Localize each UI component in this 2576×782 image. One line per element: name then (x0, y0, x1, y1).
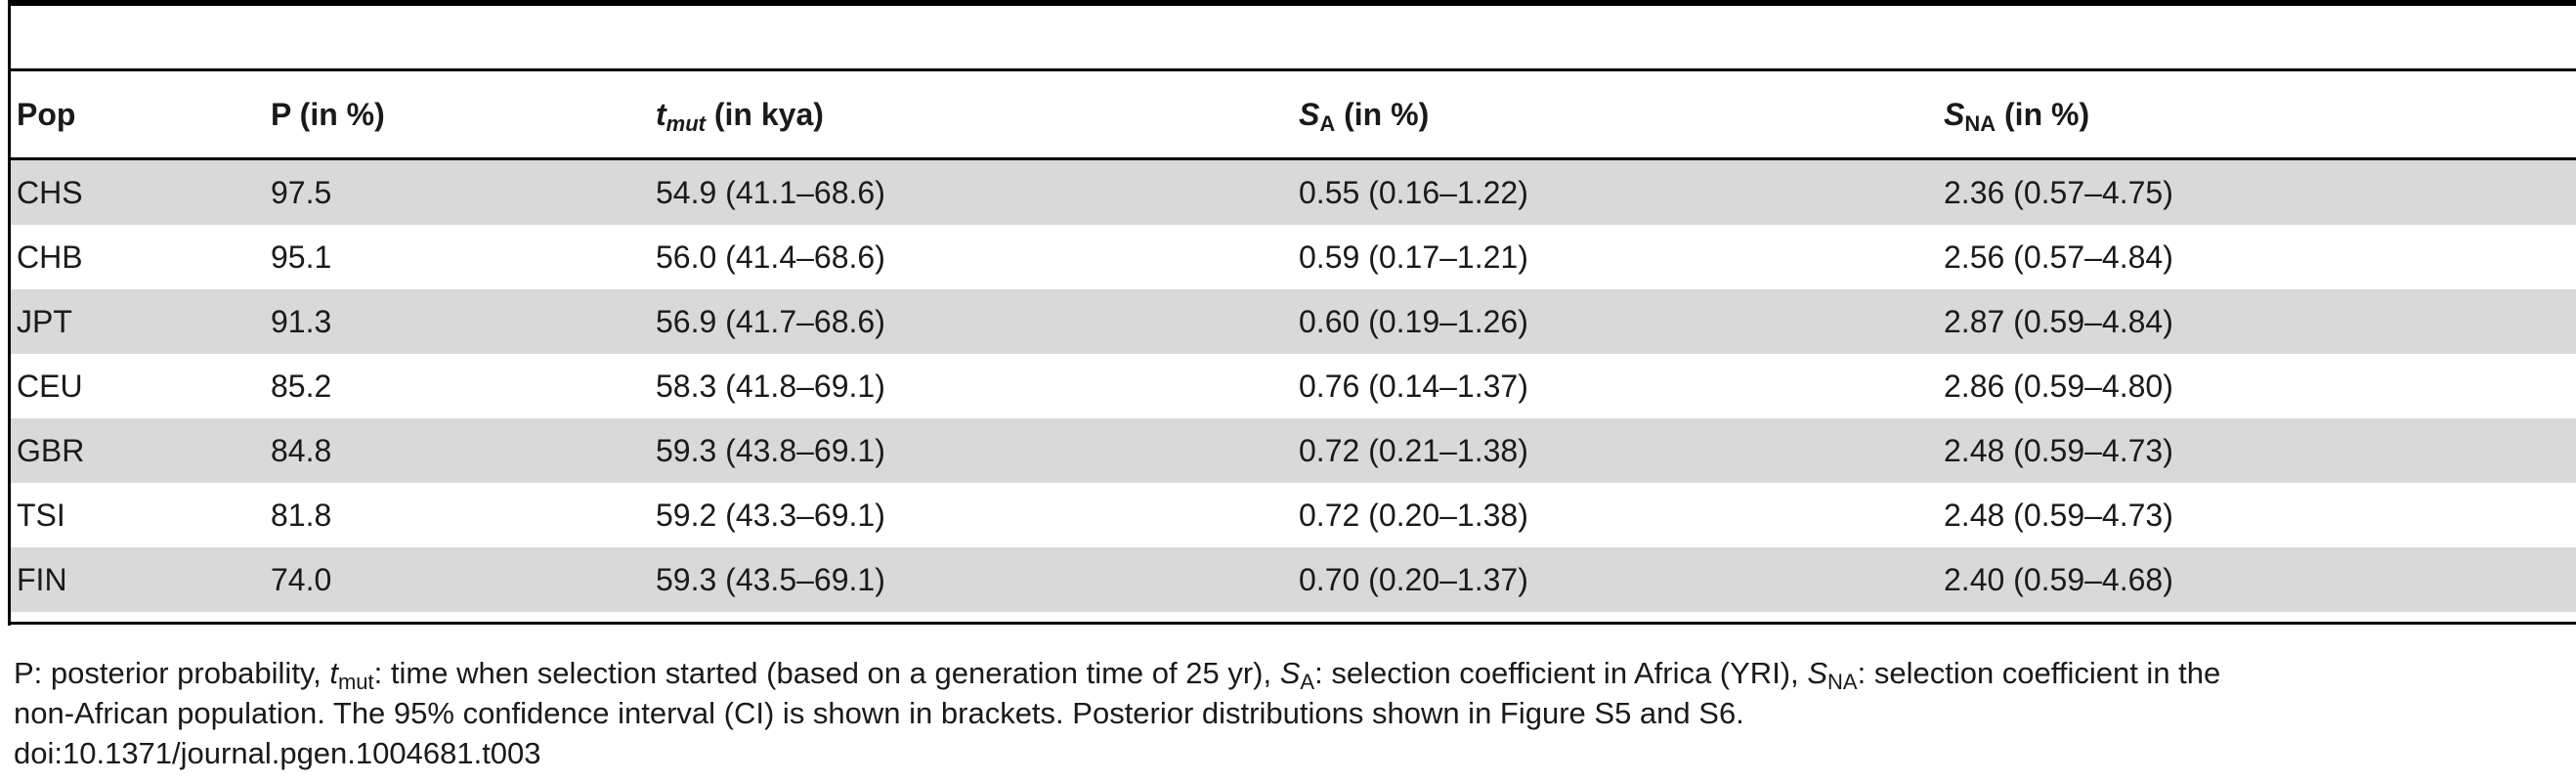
cell-sa: 0.72 (0.21–1.38) (1299, 433, 1528, 468)
footnote-sna-symbol: S (1807, 656, 1828, 690)
cell-sna: 2.56 (0.57–4.84) (1944, 239, 2173, 275)
cell-sna: 2.48 (0.59–4.73) (1944, 498, 2173, 533)
header-top-rule (8, 68, 2576, 71)
cell-pop: CHB (17, 239, 83, 275)
footnote-line-2: non-African population. The 95% confiden… (14, 696, 1744, 730)
header-sna-sub: NA (1964, 111, 1996, 136)
footnote-text: : time when selection started (based on … (373, 656, 1280, 690)
cell-tmut: 56.0 (41.4–68.6) (656, 239, 885, 275)
footnote-sa-symbol: S (1279, 656, 1301, 690)
cell-p: 81.8 (271, 498, 332, 533)
cell-sna: 2.87 (0.59–4.84) (1944, 304, 2173, 339)
cell-sna: 2.36 (0.57–4.75) (1944, 175, 2173, 210)
table-row: CHB 95.1 56.0 (41.4–68.6) 0.59 (0.17–1.2… (11, 225, 2576, 289)
header-sna-symbol: S (1944, 97, 1965, 132)
header-tmut-symbol: t (656, 97, 666, 132)
cell-pop: TSI (17, 498, 65, 533)
table-header-row: Pop P (in %) tmut (in kya) SA (in %) SNA… (11, 71, 2576, 159)
cell-p: 84.8 (271, 433, 332, 468)
cell-pop: GBR (17, 433, 85, 468)
cell-sa: 0.60 (0.19–1.26) (1299, 304, 1528, 339)
cell-pop: FIN (17, 562, 67, 597)
footnote-tmut-sub: mut (337, 670, 374, 694)
footnote-text: P: posterior probability, (14, 656, 330, 690)
table-row: JPT 91.3 56.9 (41.7–68.6) 0.60 (0.19–1.2… (11, 289, 2576, 354)
header-sa-unit: (in %) (1335, 97, 1430, 132)
cell-sa: 0.76 (0.14–1.37) (1299, 369, 1528, 404)
table-row: CEU 85.2 58.3 (41.8–69.1) 0.76 (0.14–1.3… (11, 354, 2576, 418)
header-tmut-sub: mut (665, 111, 706, 136)
table-row: GBR 84.8 59.3 (43.8–69.1) 0.72 (0.21–1.3… (11, 418, 2576, 483)
footnote-doi: doi:10.1371/journal.pgen.1004681.t003 (14, 736, 541, 770)
header-tmut: tmut (in kya) (656, 95, 824, 136)
footnote-sa-sub: A (1300, 670, 1315, 694)
header-sa-sub: A (1319, 111, 1336, 136)
cell-tmut: 59.3 (43.5–69.1) (656, 562, 885, 597)
table-footnote: P: posterior probability, tmut: time whe… (14, 653, 2570, 773)
table-bottom-rule (8, 622, 2576, 625)
header-sa-symbol: S (1299, 97, 1320, 132)
header-tmut-unit: (in kya) (705, 97, 824, 132)
cell-sna: 2.40 (0.59–4.68) (1944, 562, 2173, 597)
cell-tmut: 54.9 (41.1–68.6) (656, 175, 885, 210)
cell-pop: JPT (17, 304, 72, 339)
table-left-rule (8, 0, 11, 626)
cell-sa: 0.59 (0.17–1.21) (1299, 239, 1528, 275)
footnote-text: : selection coefficient in Africa (YRI), (1314, 656, 1808, 690)
header-sa: SA (in %) (1299, 95, 1430, 136)
table-body: CHS 97.5 54.9 (41.1–68.6) 0.55 (0.16–1.2… (11, 160, 2576, 612)
cell-tmut: 58.3 (41.8–69.1) (656, 369, 885, 404)
cell-sa: 0.70 (0.20–1.37) (1299, 562, 1528, 597)
header-bottom-rule (8, 157, 2576, 160)
cell-p: 74.0 (271, 562, 332, 597)
cell-p: 97.5 (271, 175, 332, 210)
cell-pop: CEU (17, 369, 83, 404)
header-sna-unit: (in %) (1996, 97, 2090, 132)
cell-sna: 2.48 (0.59–4.73) (1944, 433, 2173, 468)
cell-sa: 0.55 (0.16–1.22) (1299, 175, 1528, 210)
cell-tmut: 56.9 (41.7–68.6) (656, 304, 885, 339)
table-row: FIN 74.0 59.3 (43.5–69.1) 0.70 (0.20–1.3… (11, 547, 2576, 612)
table-top-rule (8, 0, 2576, 6)
footnote-text: : selection coefficient in the (1857, 656, 2221, 690)
cell-pop: CHS (17, 175, 83, 210)
cell-p: 85.2 (271, 369, 332, 404)
cell-tmut: 59.3 (43.8–69.1) (656, 433, 885, 468)
header-p: P (in %) (271, 97, 385, 132)
cell-p: 91.3 (271, 304, 332, 339)
header-sna: SNA (in %) (1944, 95, 2090, 136)
table-row: CHS 97.5 54.9 (41.1–68.6) 0.55 (0.16–1.2… (11, 160, 2576, 225)
footnote-tmut-symbol: t (329, 656, 338, 690)
table-row: TSI 81.8 59.2 (43.3–69.1) 0.72 (0.20–1.3… (11, 483, 2576, 547)
cell-sna: 2.86 (0.59–4.80) (1944, 369, 2173, 404)
cell-tmut: 59.2 (43.3–69.1) (656, 498, 885, 533)
cell-sa: 0.72 (0.20–1.38) (1299, 498, 1528, 533)
footnote-sna-sub: NA (1827, 670, 1858, 694)
footnote-line-1: P: posterior probability, tmut: time whe… (14, 653, 2570, 693)
header-pop: Pop (17, 97, 76, 132)
cell-p: 95.1 (271, 239, 332, 275)
